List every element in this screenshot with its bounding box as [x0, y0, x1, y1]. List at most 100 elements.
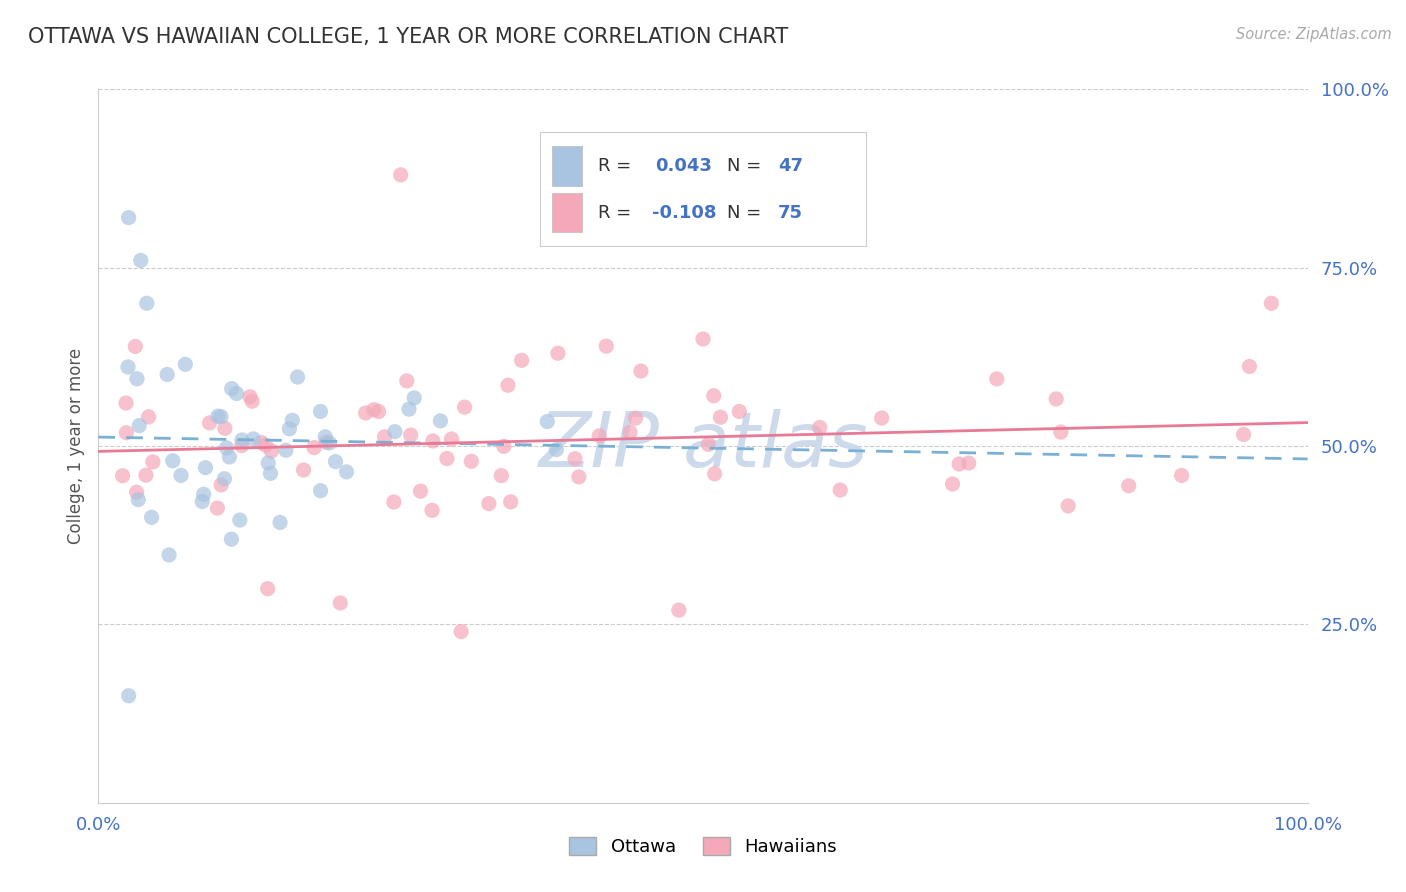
Point: [1118, 479, 1140, 493]
Point: [174, 357, 197, 371]
Point: [510, 353, 533, 368]
Point: [547, 346, 569, 360]
Point: [135, 296, 157, 310]
Text: 75: 75: [778, 203, 803, 221]
Point: [429, 414, 451, 428]
FancyBboxPatch shape: [540, 132, 866, 246]
Point: [460, 454, 482, 468]
Point: [948, 457, 970, 471]
Text: OTTAWA VS HAWAIIAN COLLEGE, 1 YEAR OR MORE CORRELATION CHART: OTTAWA VS HAWAIIAN COLLEGE, 1 YEAR OR MO…: [28, 27, 789, 46]
Point: [808, 420, 831, 434]
Point: [668, 603, 690, 617]
Point: [156, 368, 179, 382]
Point: [118, 689, 141, 703]
Point: [309, 483, 332, 498]
Text: -0.108: -0.108: [652, 203, 717, 221]
Point: [260, 444, 283, 458]
Point: [728, 404, 751, 418]
Point: [1057, 499, 1080, 513]
Point: [697, 437, 720, 451]
Point: [420, 503, 443, 517]
Point: [256, 582, 278, 596]
Point: [135, 468, 157, 483]
Point: [941, 477, 963, 491]
Point: [399, 428, 422, 442]
Point: [1045, 392, 1067, 406]
Point: [214, 472, 236, 486]
Point: [1050, 425, 1073, 439]
Point: [546, 442, 568, 457]
Point: [218, 450, 240, 464]
Point: [314, 430, 336, 444]
Point: [231, 433, 253, 447]
Point: [250, 435, 273, 450]
Point: [440, 432, 463, 446]
Point: [1170, 468, 1192, 483]
Point: [209, 409, 232, 424]
Point: [436, 451, 458, 466]
FancyBboxPatch shape: [551, 193, 582, 232]
Point: [157, 548, 180, 562]
Point: [215, 441, 238, 455]
Point: [315, 435, 337, 450]
Point: [242, 432, 264, 446]
Point: [269, 516, 291, 530]
Point: [595, 339, 617, 353]
Text: Source: ZipAtlas.com: Source: ZipAtlas.com: [1236, 27, 1392, 42]
Point: [191, 494, 214, 508]
Text: 47: 47: [778, 157, 803, 175]
Point: [496, 378, 519, 392]
Point: [141, 510, 163, 524]
Point: [207, 409, 229, 424]
Point: [115, 425, 138, 440]
Point: [404, 391, 426, 405]
Text: ZIP atlas: ZIP atlas: [538, 409, 868, 483]
Point: [209, 478, 232, 492]
Point: [127, 492, 149, 507]
Text: R =: R =: [598, 203, 637, 221]
Point: [1232, 427, 1254, 442]
Point: [254, 438, 277, 452]
Point: [624, 411, 647, 425]
Point: [138, 409, 160, 424]
Point: [491, 468, 513, 483]
Point: [478, 497, 501, 511]
Point: [125, 372, 148, 386]
Point: [450, 624, 472, 639]
Point: [292, 463, 315, 477]
Point: [259, 467, 281, 481]
Point: [318, 436, 340, 450]
Point: [619, 425, 641, 440]
FancyBboxPatch shape: [551, 146, 582, 186]
Point: [117, 359, 139, 374]
Point: [830, 483, 852, 497]
Point: [239, 390, 262, 404]
Point: [709, 410, 731, 425]
Text: N =: N =: [727, 157, 768, 175]
Point: [207, 501, 229, 516]
Point: [335, 465, 357, 479]
Point: [274, 443, 297, 458]
Point: [499, 495, 522, 509]
Point: [118, 211, 141, 225]
Point: [568, 470, 591, 484]
Point: [231, 439, 253, 453]
Point: [588, 429, 610, 443]
Point: [363, 402, 385, 417]
Point: [1260, 296, 1282, 310]
Point: [193, 487, 215, 501]
Point: [125, 485, 148, 500]
Point: [492, 439, 515, 453]
Point: [281, 413, 304, 427]
Point: [384, 425, 406, 439]
Point: [198, 416, 221, 430]
Point: [111, 468, 134, 483]
Point: [692, 332, 714, 346]
Point: [389, 168, 412, 182]
Point: [170, 468, 193, 483]
Point: [870, 411, 893, 425]
Point: [703, 467, 725, 481]
Point: [398, 402, 420, 417]
Text: 0.043: 0.043: [655, 157, 711, 175]
Point: [329, 596, 352, 610]
